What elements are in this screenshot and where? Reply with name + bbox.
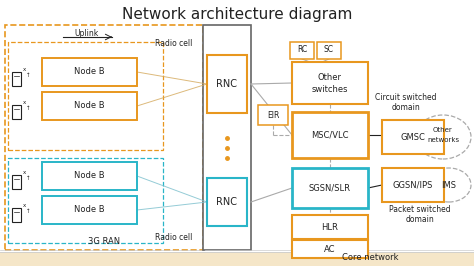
FancyBboxPatch shape [0, 252, 474, 266]
Text: Node B: Node B [73, 172, 104, 181]
FancyBboxPatch shape [12, 105, 21, 119]
Text: Core network: Core network [342, 253, 398, 263]
Text: ↑: ↑ [26, 209, 31, 214]
Text: Radio cell: Radio cell [155, 39, 192, 48]
Text: ↑: ↑ [26, 73, 31, 78]
Text: MSC/VLC: MSC/VLC [311, 131, 349, 139]
FancyBboxPatch shape [292, 112, 368, 158]
FancyBboxPatch shape [207, 55, 247, 113]
Text: Uplink: Uplink [75, 28, 99, 38]
FancyBboxPatch shape [382, 120, 444, 154]
Text: x: x [23, 203, 26, 208]
FancyBboxPatch shape [8, 158, 163, 243]
FancyBboxPatch shape [292, 168, 368, 208]
FancyBboxPatch shape [292, 62, 368, 104]
Text: x: x [23, 100, 26, 105]
FancyBboxPatch shape [203, 25, 251, 250]
Text: AC: AC [324, 244, 336, 253]
Text: SC: SC [324, 45, 334, 55]
FancyBboxPatch shape [290, 42, 314, 59]
FancyBboxPatch shape [12, 175, 21, 189]
Text: switches: switches [312, 85, 348, 94]
FancyBboxPatch shape [42, 196, 137, 224]
Text: domain: domain [406, 215, 434, 225]
FancyBboxPatch shape [8, 42, 163, 150]
Text: SGSN/SLR: SGSN/SLR [309, 184, 351, 193]
FancyBboxPatch shape [12, 208, 21, 222]
FancyBboxPatch shape [42, 92, 137, 120]
Ellipse shape [415, 115, 471, 159]
FancyBboxPatch shape [292, 240, 368, 258]
FancyBboxPatch shape [258, 105, 288, 125]
FancyBboxPatch shape [42, 162, 137, 190]
Ellipse shape [427, 168, 471, 202]
Text: RNC: RNC [217, 79, 237, 89]
Text: Other: Other [318, 73, 342, 82]
Text: Node B: Node B [73, 68, 104, 77]
FancyBboxPatch shape [207, 178, 247, 226]
FancyBboxPatch shape [12, 72, 21, 86]
Text: Node B: Node B [73, 102, 104, 110]
Text: x: x [23, 67, 26, 72]
FancyBboxPatch shape [317, 42, 341, 59]
Text: IMS: IMS [441, 181, 456, 189]
Text: networks: networks [427, 137, 459, 143]
Text: Packet switched: Packet switched [389, 206, 451, 214]
FancyBboxPatch shape [5, 25, 203, 250]
FancyBboxPatch shape [292, 215, 368, 239]
Text: Network architecture diagram: Network architecture diagram [122, 6, 352, 22]
Text: Circuit switched: Circuit switched [375, 94, 437, 102]
Text: HLR: HLR [321, 222, 338, 231]
Text: ↑: ↑ [26, 106, 31, 111]
FancyBboxPatch shape [42, 58, 137, 86]
Text: x: x [23, 170, 26, 175]
Text: EIR: EIR [267, 110, 279, 119]
Text: GMSC: GMSC [401, 132, 426, 142]
Text: Other: Other [433, 127, 453, 133]
Text: RC: RC [297, 45, 307, 55]
FancyBboxPatch shape [382, 168, 444, 202]
Text: 3G RAN: 3G RAN [88, 238, 120, 247]
Text: Node B: Node B [73, 206, 104, 214]
Text: RNC: RNC [217, 197, 237, 207]
Text: GGSN/IPS: GGSN/IPS [393, 181, 433, 189]
Text: domain: domain [392, 103, 420, 113]
Text: ↑: ↑ [26, 176, 31, 181]
Text: Radio cell: Radio cell [155, 234, 192, 243]
